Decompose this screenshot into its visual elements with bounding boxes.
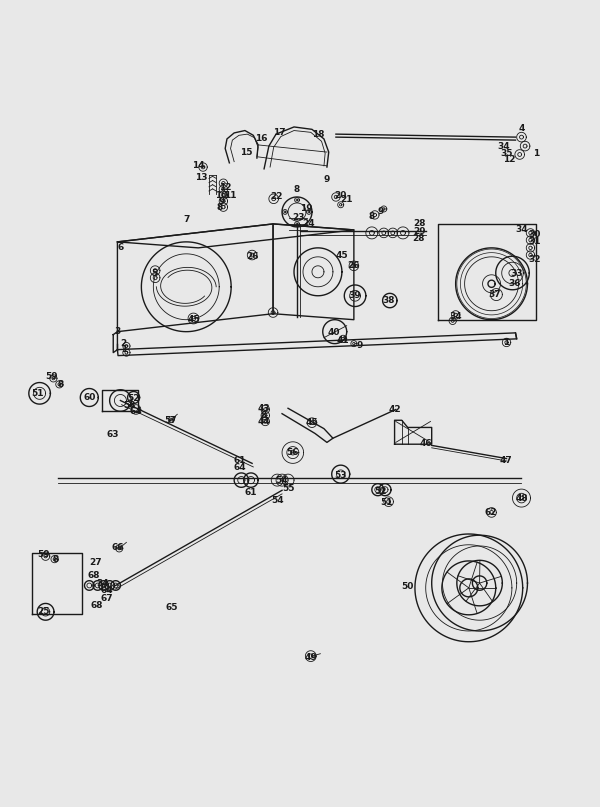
Text: 52: 52 bbox=[374, 487, 386, 496]
Text: 9: 9 bbox=[377, 207, 384, 216]
Text: 1: 1 bbox=[503, 338, 509, 347]
Text: 29: 29 bbox=[413, 227, 426, 236]
Text: 47: 47 bbox=[500, 456, 512, 465]
Text: 45: 45 bbox=[187, 316, 200, 324]
Text: 14: 14 bbox=[192, 161, 205, 170]
Text: 32: 32 bbox=[529, 255, 541, 265]
Text: 34: 34 bbox=[96, 579, 109, 587]
Text: 8: 8 bbox=[294, 185, 300, 194]
Text: 8: 8 bbox=[58, 380, 64, 389]
Text: 34: 34 bbox=[497, 141, 510, 151]
Text: 3: 3 bbox=[114, 327, 121, 337]
Text: 7: 7 bbox=[183, 215, 190, 224]
Text: 2: 2 bbox=[120, 339, 127, 348]
Text: 59: 59 bbox=[37, 550, 50, 559]
Text: 63: 63 bbox=[107, 430, 119, 439]
Text: 28: 28 bbox=[412, 234, 425, 243]
Text: 39: 39 bbox=[349, 291, 361, 300]
Text: 8: 8 bbox=[369, 212, 375, 221]
Text: 1: 1 bbox=[533, 148, 539, 158]
Text: 25: 25 bbox=[38, 608, 50, 617]
Text: 45: 45 bbox=[335, 250, 348, 260]
Text: 61: 61 bbox=[245, 487, 257, 496]
Text: 55: 55 bbox=[282, 484, 294, 493]
Text: 8: 8 bbox=[53, 554, 59, 563]
Text: 50: 50 bbox=[401, 582, 414, 591]
Text: 49: 49 bbox=[304, 654, 317, 663]
Text: 19: 19 bbox=[299, 204, 312, 213]
Text: 30: 30 bbox=[529, 230, 541, 239]
Text: 65: 65 bbox=[166, 603, 178, 612]
Text: 62: 62 bbox=[484, 508, 497, 517]
Text: 8: 8 bbox=[261, 411, 267, 420]
Text: 18: 18 bbox=[312, 130, 324, 139]
Text: 17: 17 bbox=[273, 128, 286, 137]
Text: 52: 52 bbox=[127, 394, 140, 404]
Text: 64: 64 bbox=[101, 586, 113, 595]
Text: 34: 34 bbox=[449, 312, 462, 321]
Text: 64: 64 bbox=[234, 463, 247, 472]
Text: 33: 33 bbox=[511, 269, 523, 278]
Text: 31: 31 bbox=[529, 237, 541, 246]
Text: 54: 54 bbox=[276, 475, 289, 485]
Text: 36: 36 bbox=[508, 279, 521, 288]
Text: 1: 1 bbox=[121, 345, 128, 354]
Text: 45: 45 bbox=[305, 418, 318, 427]
Text: 51: 51 bbox=[380, 498, 393, 507]
Text: 23: 23 bbox=[293, 213, 305, 223]
Text: 10: 10 bbox=[215, 190, 227, 199]
Text: 67: 67 bbox=[101, 594, 113, 603]
Text: 38: 38 bbox=[382, 296, 395, 305]
Text: 22: 22 bbox=[270, 193, 283, 202]
Text: 53: 53 bbox=[334, 470, 347, 480]
Text: 26: 26 bbox=[246, 253, 259, 261]
Text: 9: 9 bbox=[324, 174, 330, 183]
Text: 6: 6 bbox=[117, 244, 124, 253]
Text: 16: 16 bbox=[255, 135, 268, 144]
Text: 57: 57 bbox=[164, 416, 177, 424]
Text: 60: 60 bbox=[83, 393, 95, 402]
Text: 56: 56 bbox=[286, 448, 298, 457]
Text: 21: 21 bbox=[340, 195, 353, 204]
Text: 59: 59 bbox=[45, 372, 58, 381]
Text: 8: 8 bbox=[217, 203, 223, 211]
Text: 46: 46 bbox=[419, 438, 432, 448]
Text: 34: 34 bbox=[515, 225, 528, 234]
Text: 27: 27 bbox=[89, 558, 101, 567]
Text: 5: 5 bbox=[151, 269, 157, 278]
Text: 64: 64 bbox=[129, 407, 142, 416]
Text: 68: 68 bbox=[90, 601, 103, 610]
Text: 28: 28 bbox=[413, 220, 426, 228]
Text: 12: 12 bbox=[503, 156, 516, 165]
Text: 58: 58 bbox=[123, 401, 136, 410]
Text: 66: 66 bbox=[112, 542, 124, 552]
Text: 9: 9 bbox=[219, 197, 226, 206]
Text: 54: 54 bbox=[271, 496, 284, 505]
Text: 35: 35 bbox=[500, 148, 513, 158]
Text: 4: 4 bbox=[518, 123, 524, 132]
Text: 9: 9 bbox=[356, 341, 363, 350]
Text: 11: 11 bbox=[224, 190, 236, 199]
Text: 43: 43 bbox=[258, 404, 271, 413]
Text: 37: 37 bbox=[489, 290, 502, 299]
Text: 61: 61 bbox=[234, 456, 247, 465]
Text: 68: 68 bbox=[87, 571, 100, 580]
Text: 41: 41 bbox=[337, 337, 349, 345]
Text: 12: 12 bbox=[219, 183, 232, 193]
Text: 51: 51 bbox=[32, 389, 44, 398]
Text: 15: 15 bbox=[240, 148, 253, 157]
Text: 20: 20 bbox=[334, 190, 346, 199]
Text: 40: 40 bbox=[327, 328, 340, 337]
Text: 42: 42 bbox=[388, 405, 401, 414]
Text: 13: 13 bbox=[195, 173, 208, 182]
Text: 44: 44 bbox=[258, 417, 271, 426]
Text: 48: 48 bbox=[515, 494, 528, 503]
Text: 24: 24 bbox=[302, 220, 315, 228]
Text: 26: 26 bbox=[347, 261, 360, 270]
